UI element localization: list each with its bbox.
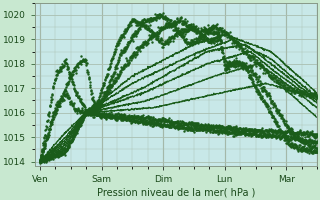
X-axis label: Pression niveau de la mer( hPa ): Pression niveau de la mer( hPa ) — [97, 187, 255, 197]
